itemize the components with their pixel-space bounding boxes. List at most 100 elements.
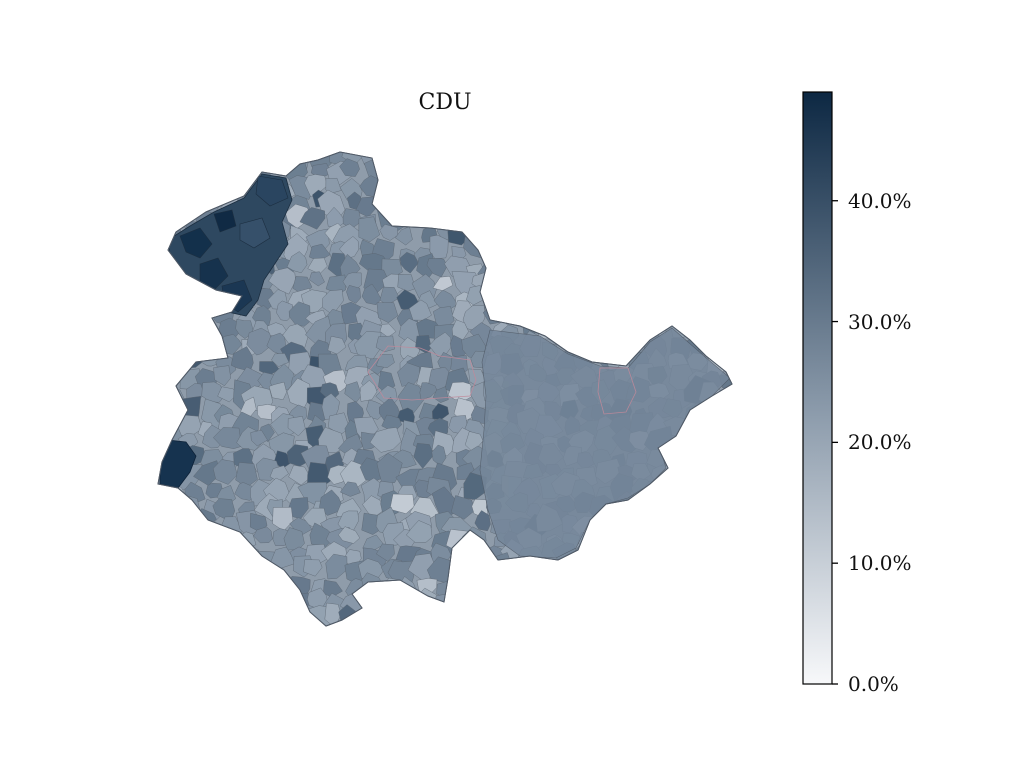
municipality (685, 461, 705, 483)
municipality (376, 302, 399, 323)
municipality (452, 187, 477, 209)
municipality (469, 563, 497, 586)
municipality (501, 238, 529, 265)
municipality (633, 589, 656, 611)
municipality (701, 290, 721, 309)
municipality (450, 206, 481, 229)
municipality (585, 561, 618, 589)
municipality (580, 318, 602, 342)
municipality (665, 446, 687, 473)
municipality (572, 225, 596, 246)
municipality (695, 265, 723, 290)
municipality (669, 437, 688, 456)
municipality (718, 240, 732, 259)
municipality (720, 607, 732, 626)
municipality (678, 612, 704, 626)
municipality (703, 238, 730, 266)
municipality (361, 283, 382, 306)
municipality (661, 160, 688, 187)
municipality (158, 252, 171, 276)
municipality (486, 206, 513, 236)
municipality (594, 155, 616, 181)
municipality (158, 498, 166, 515)
municipality (183, 526, 205, 552)
municipality (159, 197, 190, 230)
municipality (200, 523, 229, 552)
municipality (718, 334, 732, 357)
municipality (389, 493, 415, 514)
municipality (614, 252, 636, 273)
municipality (596, 339, 616, 358)
municipality (158, 296, 184, 321)
municipality (415, 601, 438, 626)
municipality (288, 301, 311, 327)
municipality (411, 165, 439, 185)
municipality (524, 607, 542, 626)
municipality (434, 175, 454, 194)
municipality (235, 609, 257, 626)
municipality (698, 314, 724, 344)
municipality (666, 455, 693, 483)
municipality (648, 547, 673, 568)
municipality (406, 520, 433, 543)
municipality (200, 324, 217, 344)
municipality (193, 460, 221, 486)
municipality (646, 156, 671, 180)
municipality (727, 165, 732, 183)
municipality (202, 157, 226, 180)
municipality (484, 607, 509, 626)
municipality (569, 592, 593, 613)
municipality (538, 608, 567, 626)
region-east (479, 327, 731, 559)
municipality (530, 302, 564, 327)
municipality (460, 601, 487, 626)
municipality (366, 597, 385, 616)
municipality (663, 282, 684, 305)
municipality (703, 574, 728, 600)
municipality (181, 159, 202, 180)
municipality (632, 575, 659, 599)
municipality (716, 258, 732, 283)
municipality (536, 286, 561, 309)
municipality (182, 314, 213, 345)
municipality (160, 574, 182, 597)
municipality (158, 414, 167, 436)
municipality (392, 157, 413, 182)
municipality (522, 165, 549, 188)
colorbar-tick-label: 0.0% (848, 672, 899, 696)
municipality (656, 192, 689, 221)
municipality (158, 353, 181, 378)
municipality (662, 152, 682, 169)
municipality (607, 156, 628, 179)
municipality (682, 483, 702, 505)
municipality (507, 305, 528, 323)
municipality (213, 427, 242, 449)
municipality (681, 560, 702, 587)
municipality (446, 594, 477, 622)
municipality (384, 176, 402, 200)
municipality (249, 152, 275, 169)
municipality (377, 595, 393, 613)
municipality (319, 489, 344, 516)
municipality (200, 564, 216, 583)
municipality (212, 459, 238, 485)
municipality (358, 216, 381, 243)
municipality (462, 187, 487, 212)
municipality (407, 204, 433, 227)
municipality (680, 437, 702, 460)
municipality (609, 219, 631, 241)
municipality (703, 152, 729, 169)
municipality (268, 267, 296, 295)
municipality (728, 463, 732, 482)
municipality (198, 152, 216, 166)
municipality (575, 570, 604, 594)
municipality (432, 592, 460, 621)
municipality (429, 234, 449, 259)
municipality (595, 510, 616, 533)
municipality (724, 152, 732, 162)
municipality (664, 222, 687, 243)
municipality (363, 607, 387, 626)
municipality (378, 192, 402, 215)
